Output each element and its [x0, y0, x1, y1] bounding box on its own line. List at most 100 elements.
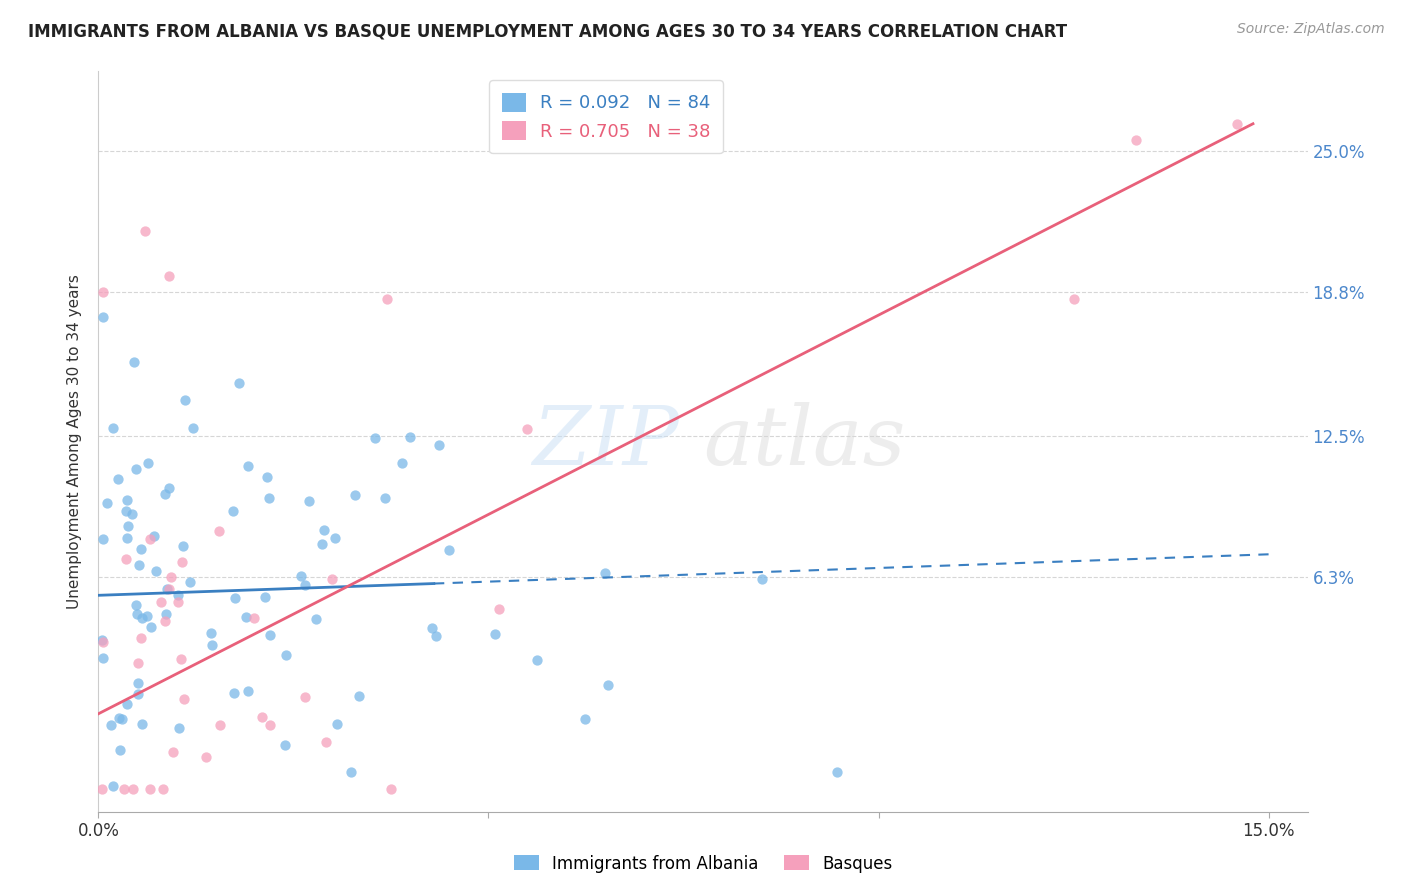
Point: [574, 712, 596, 726]
Point: [145, 564, 167, 578]
Point: [155, 607, 177, 621]
Point: [100, 718, 122, 732]
Point: [134, 224, 156, 238]
Point: [488, 601, 510, 615]
Y-axis label: Unemployment Among Ages 30 to 34 years: Unemployment Among Ages 30 to 34 years: [67, 274, 83, 609]
Point: [143, 529, 166, 543]
Point: [160, 569, 183, 583]
Point: [172, 539, 194, 553]
Point: [254, 590, 277, 604]
Point: [117, 519, 139, 533]
Point: [374, 491, 396, 505]
Point: [235, 610, 257, 624]
Point: [375, 292, 398, 306]
Point: [222, 685, 245, 699]
Point: [304, 612, 326, 626]
Point: [136, 456, 159, 470]
Point: [93, 651, 115, 665]
Point: [124, 355, 146, 369]
Point: [298, 493, 321, 508]
Point: [250, 710, 273, 724]
Point: [91, 532, 114, 546]
Point: [391, 456, 413, 470]
Point: [274, 739, 297, 753]
Point: [174, 392, 197, 407]
Point: [170, 555, 193, 569]
Point: [179, 574, 201, 589]
Point: [259, 717, 281, 731]
Point: [91, 781, 114, 796]
Point: [201, 639, 224, 653]
Point: [156, 582, 179, 597]
Point: [91, 285, 114, 300]
Point: [101, 779, 124, 793]
Point: [114, 504, 136, 518]
Point: [166, 595, 188, 609]
Point: [129, 542, 152, 557]
Point: [181, 421, 204, 435]
Point: [141, 620, 163, 634]
Point: [595, 566, 617, 580]
Point: [274, 648, 297, 663]
Point: [170, 652, 193, 666]
Point: [150, 595, 173, 609]
Point: [221, 504, 243, 518]
Point: [91, 310, 114, 324]
Point: [131, 717, 153, 731]
Point: [127, 656, 149, 670]
Point: [117, 698, 139, 712]
Point: [208, 524, 231, 538]
Point: [208, 717, 231, 731]
Point: [157, 269, 180, 284]
Point: [294, 690, 316, 704]
Point: [200, 626, 222, 640]
Point: [194, 749, 217, 764]
Point: [294, 578, 316, 592]
Point: [96, 496, 118, 510]
Point: [398, 430, 420, 444]
Point: [135, 608, 157, 623]
Point: [325, 531, 347, 545]
Point: [596, 678, 619, 692]
Point: [243, 611, 266, 625]
Point: [343, 488, 366, 502]
Point: [117, 493, 139, 508]
Point: [427, 437, 450, 451]
Point: [108, 743, 131, 757]
Point: [162, 745, 184, 759]
Point: [827, 765, 849, 780]
Point: [1063, 292, 1085, 306]
Point: [257, 491, 280, 506]
Legend: R = 0.092   N = 84, R = 0.705   N = 38: R = 0.092 N = 84, R = 0.705 N = 38: [489, 80, 723, 153]
Point: [125, 461, 148, 475]
Point: [751, 573, 773, 587]
Point: [484, 627, 506, 641]
Point: [380, 781, 402, 796]
Point: [321, 572, 343, 586]
Point: [157, 481, 180, 495]
Point: [125, 607, 148, 622]
Point: [125, 598, 148, 612]
Point: [425, 629, 447, 643]
Point: [311, 537, 333, 551]
Point: [325, 716, 347, 731]
Point: [224, 591, 246, 605]
Point: [526, 653, 548, 667]
Point: [127, 675, 149, 690]
Point: [103, 421, 125, 435]
Point: [139, 532, 162, 546]
Point: [107, 711, 129, 725]
Text: IMMIGRANTS FROM ALBANIA VS BASQUE UNEMPLOYMENT AMONG AGES 30 TO 34 YEARS CORRELA: IMMIGRANTS FROM ALBANIA VS BASQUE UNEMPL…: [28, 22, 1067, 40]
Point: [129, 632, 152, 646]
Point: [166, 588, 188, 602]
Text: atlas: atlas: [703, 401, 905, 482]
Point: [139, 781, 162, 796]
Point: [312, 523, 335, 537]
Point: [339, 765, 361, 780]
Point: [157, 582, 180, 597]
Point: [128, 558, 150, 572]
Point: [439, 542, 461, 557]
Point: [91, 633, 114, 648]
Point: [107, 472, 129, 486]
Point: [152, 781, 174, 796]
